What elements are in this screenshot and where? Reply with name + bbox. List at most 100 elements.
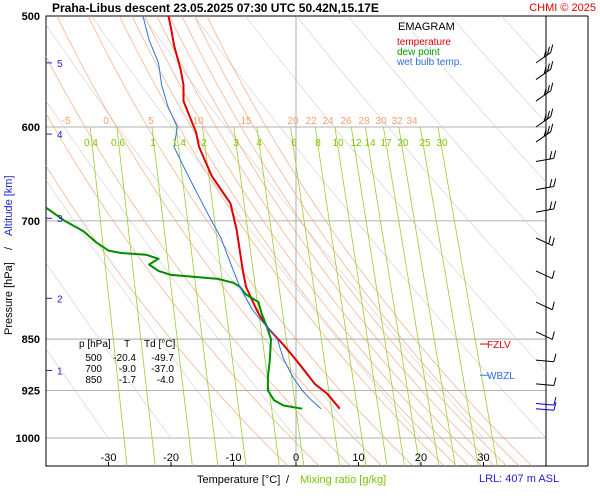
table-cell: -9.0 xyxy=(119,364,137,375)
moist-adiabat-label: 28 xyxy=(358,116,370,127)
altitude-tick-label: 2 xyxy=(57,294,63,305)
mixing-ratio-label: 12 xyxy=(350,138,362,149)
mixing-ratio-line xyxy=(334,126,388,466)
wind-barb-staff xyxy=(535,131,552,143)
wind-barb-feather xyxy=(546,84,550,94)
x-tick-label: 20 xyxy=(415,452,427,464)
wind-barb-staff xyxy=(535,331,553,340)
wind-barb-staff xyxy=(535,408,554,411)
mixing-ratio-line xyxy=(151,126,193,466)
dry-adiabat-line xyxy=(46,179,234,439)
wind-barb-feather xyxy=(550,44,554,53)
mixing-ratio-line xyxy=(256,126,305,466)
wind-barb-feather xyxy=(543,48,547,58)
mixing-ratio-label: 3 xyxy=(233,138,239,149)
table-cell: -49.7 xyxy=(151,353,174,364)
legend: EMAGRAM temperature dew point wet bulb t… xyxy=(396,21,462,68)
moist-adiabat-label: 30 xyxy=(375,116,387,127)
mixing-ratio-line xyxy=(364,126,421,466)
mixing-ratio-label: 30 xyxy=(436,138,448,149)
x-tick-label: 0 xyxy=(293,452,299,464)
moist-adiabat-label: 26 xyxy=(340,116,352,127)
table-header-td: Td [°C] xyxy=(144,339,175,350)
altitude-tick-label: 4 xyxy=(57,130,63,141)
moist-adiabat-line xyxy=(46,112,320,466)
wind-barb-staff xyxy=(535,90,552,102)
legend-title: EMAGRAM xyxy=(398,21,455,33)
wind-barb-feather xyxy=(549,201,553,210)
mixing-ratio-label: 17 xyxy=(380,138,392,149)
y-tick-label: 500 xyxy=(22,11,40,23)
wind-barb-feather xyxy=(548,235,552,245)
y-tick-label: 600 xyxy=(22,122,40,134)
wind-barb-feather xyxy=(550,61,554,70)
moist-adiabat-line xyxy=(118,16,445,466)
x-tick-label: -20 xyxy=(163,452,179,464)
moist-adiabat-label: 20 xyxy=(287,116,299,127)
dry-adiabat-line xyxy=(142,16,484,439)
wind-barb-feather xyxy=(549,150,553,160)
mixing-ratio-line xyxy=(437,126,498,466)
mixing-ratio-line xyxy=(233,126,280,466)
wind-barb-staff xyxy=(535,403,554,406)
wind-barb-staff xyxy=(535,186,554,191)
dry-adiabat-line xyxy=(347,16,546,244)
moist-adiabat-line xyxy=(46,55,352,466)
table-cell: 850 xyxy=(85,375,102,386)
label-layer: -30 -20 -10 0 10 20 30500600700850925100012345… xyxy=(16,11,515,466)
moist-adiabat-line xyxy=(131,16,458,466)
x-axis-title-temp: Temperature [°C] xyxy=(197,474,280,486)
wind-barb-feather xyxy=(553,397,557,406)
moist-adiabat-label: 5 xyxy=(148,116,154,127)
dry-adiabat-line xyxy=(46,348,109,439)
wind-barb-feather xyxy=(546,125,550,135)
mixing-ratio-label: 4 xyxy=(256,138,262,149)
y-axis-title-alt: Altitude [km] xyxy=(3,175,15,236)
wind-barb-feather xyxy=(551,301,555,310)
mixing-ratio-label: 25 xyxy=(419,138,431,149)
wind-barb-feather xyxy=(553,377,557,386)
dry-adiabat-line xyxy=(46,262,172,439)
x-tick-label: 30 xyxy=(477,452,489,464)
wind-barb-feather xyxy=(551,331,555,340)
mixing-ratio-label: 2 xyxy=(201,138,207,149)
dry-adiabat-line xyxy=(449,16,546,124)
wind-barb-feather xyxy=(543,128,547,137)
altitude-tick-label: 5 xyxy=(57,59,63,70)
moist-adiabat-label: 15 xyxy=(240,116,252,127)
level-table: p [hPa] T Td [°C] 500 -20.4 -49.7 700 -9… xyxy=(79,339,175,386)
wind-barb-staff xyxy=(535,52,552,64)
mixing-ratio-line xyxy=(398,126,456,466)
wind-barb-feather xyxy=(551,237,555,246)
x-axis-title-mix: Mixing ratio [g/kg] xyxy=(300,474,386,486)
wind-barb-staff xyxy=(535,208,554,213)
mixing-ratio-label: 0.4 xyxy=(84,138,98,149)
table-cell: -37.0 xyxy=(151,364,174,375)
legend-dewpoint: dew point xyxy=(397,47,440,58)
moist-adiabat-label: 32 xyxy=(391,116,403,127)
x-axis-title-sep: / xyxy=(286,474,290,486)
wind-barb-feather xyxy=(553,402,557,411)
wind-barb-staff xyxy=(535,270,553,279)
wind-barb-staff xyxy=(535,383,554,386)
x-tick-label: 10 xyxy=(352,452,364,464)
temperature-line xyxy=(167,16,341,410)
wind-barb-feather xyxy=(550,82,554,91)
x-tick-label: -10 xyxy=(226,452,242,464)
wind-barb-feather xyxy=(550,123,554,132)
wind-barb-staff xyxy=(535,301,553,311)
y-axis-title: Pressure [hPa] / Altitude [km] xyxy=(3,175,15,335)
moist-adiabat-line xyxy=(143,16,470,466)
mixing-ratio-line xyxy=(419,126,479,466)
wind-barb-feather xyxy=(546,46,550,55)
wind-barb-staff xyxy=(535,116,552,128)
mixing-ratio-label: 1.4 xyxy=(172,138,186,149)
table-cell: -4.0 xyxy=(157,375,175,386)
moist-adiabat-line xyxy=(87,16,414,466)
mixing-ratio-label: 0.6 xyxy=(111,138,125,149)
dry-adiabat-line xyxy=(91,16,422,439)
moist-adiabat-line xyxy=(206,16,533,466)
moist-adiabat-label: 0 xyxy=(103,116,109,127)
table-cell: 500 xyxy=(85,353,102,364)
